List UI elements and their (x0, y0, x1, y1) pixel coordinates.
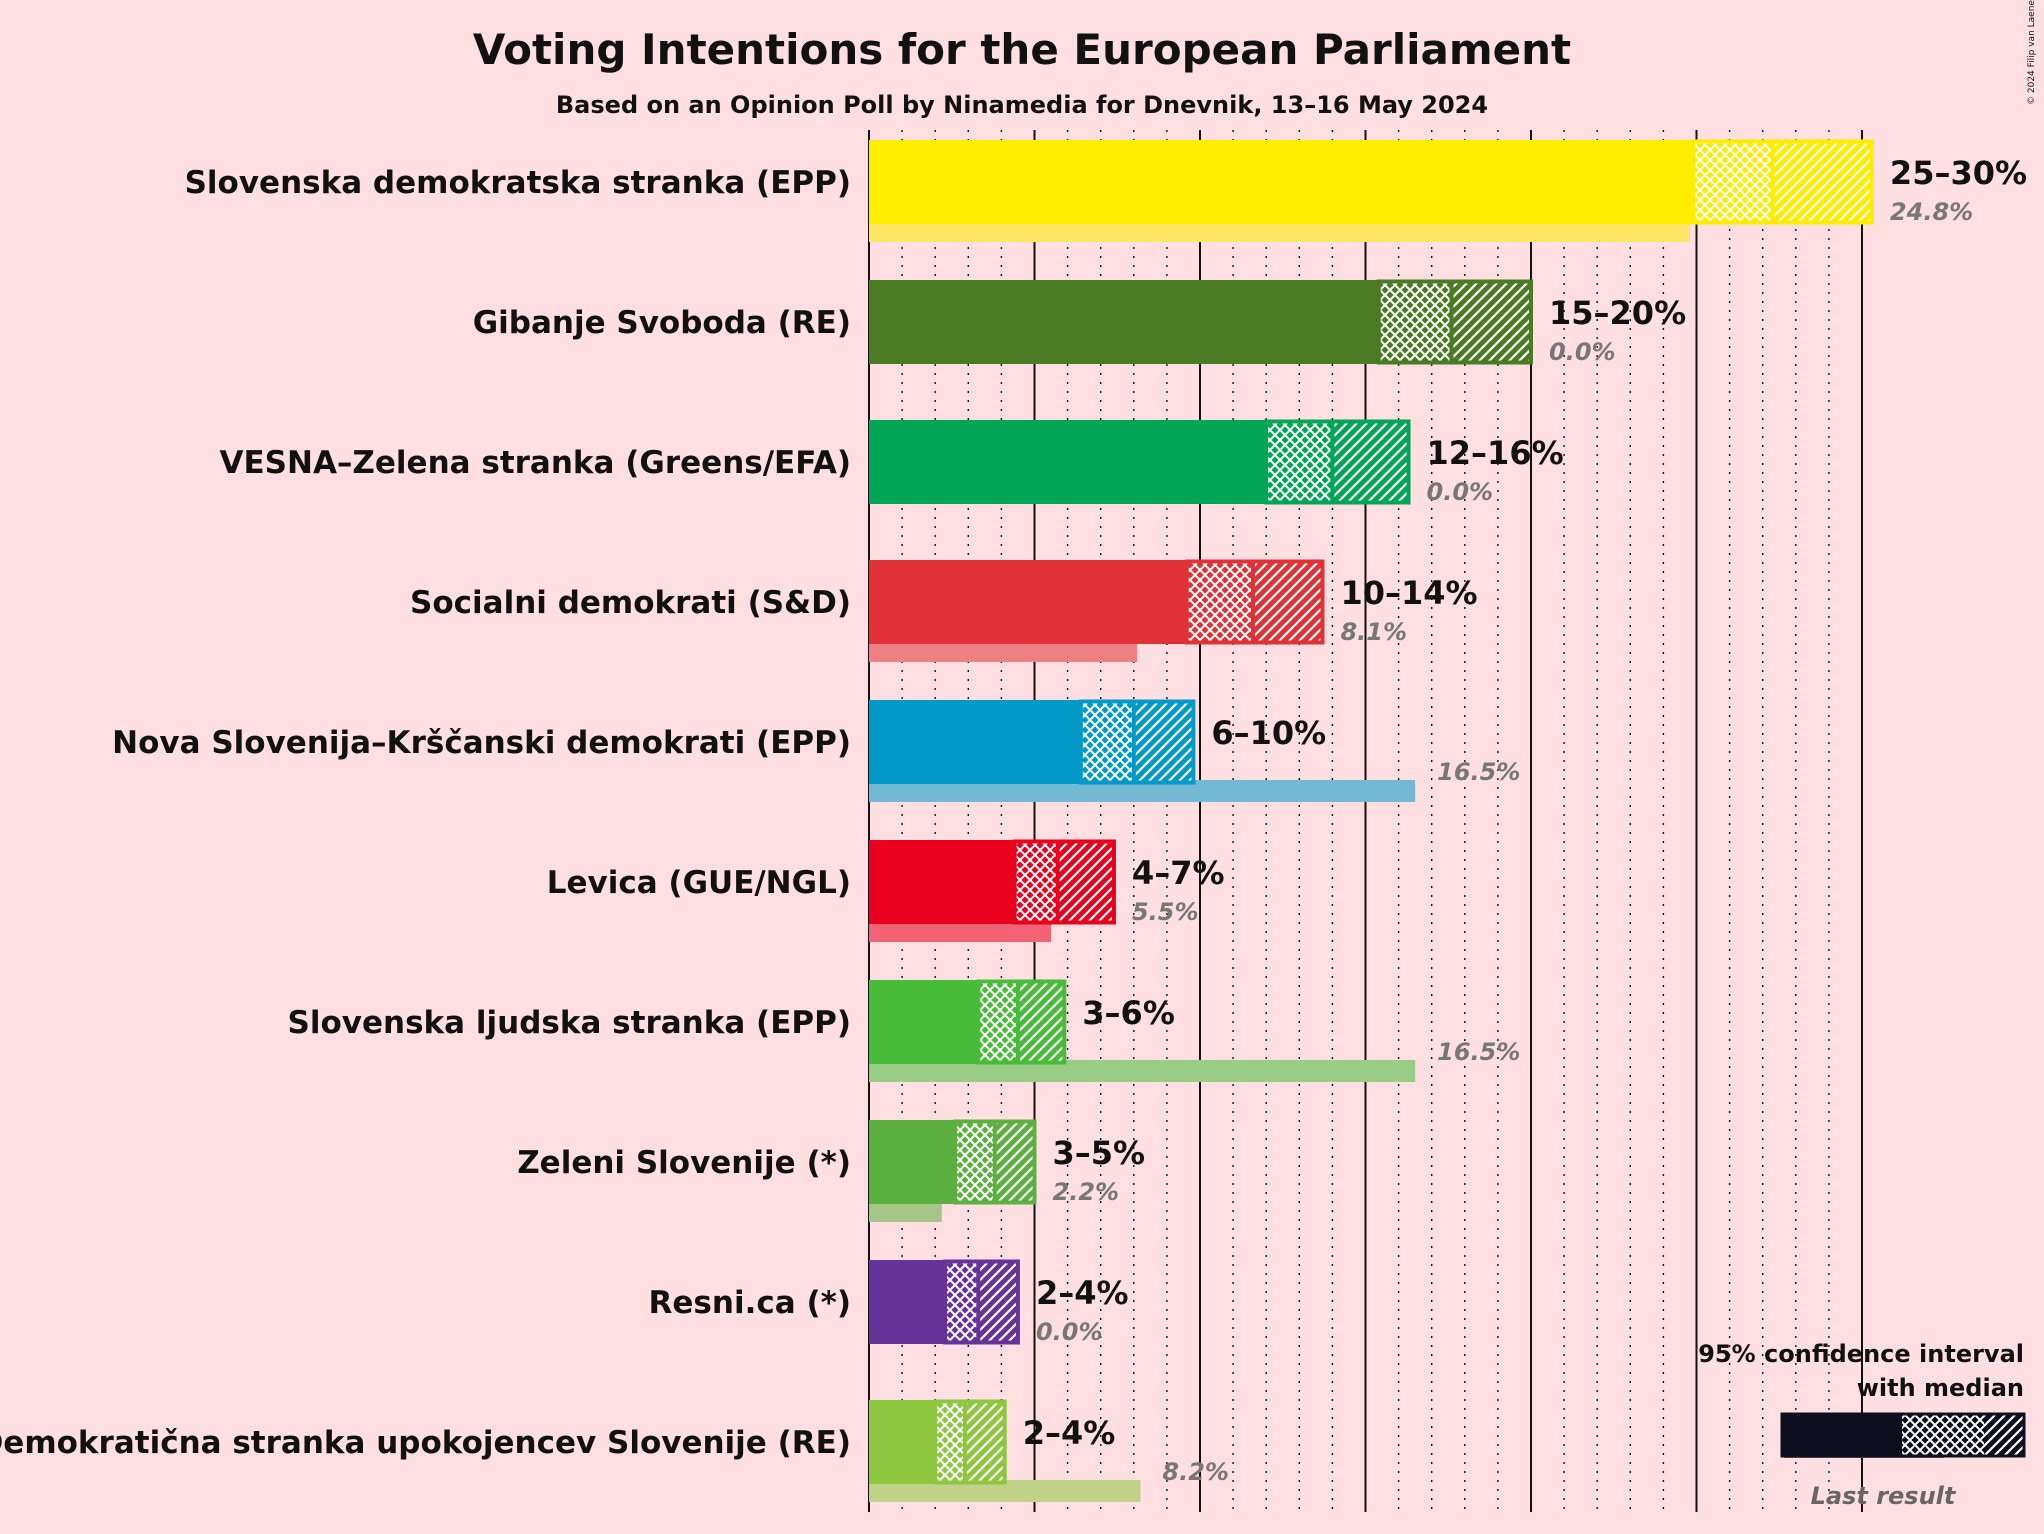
last-result-bar (869, 1200, 942, 1222)
ci-upper-hatch (1252, 560, 1323, 644)
solid-bar (869, 840, 1015, 924)
last-result-bar (869, 780, 1416, 802)
solid-bar (869, 560, 1187, 644)
last-result-bar (869, 1060, 1416, 1082)
last-result-label: 24.8% (1890, 198, 1973, 226)
ci-outline (933, 1399, 1007, 1485)
chart-subtitle: Based on an Opinion Poll by Ninamedia fo… (556, 91, 1488, 119)
bars: Slovenska demokratska stranka (EPP) 25–30… (0, 139, 2027, 1502)
range-label: 2–4% (1023, 1414, 1116, 1452)
solid-bar (869, 980, 979, 1064)
legend-line-2: with median (1857, 1374, 2024, 1402)
legend-line-1: 95% confidence interval (1698, 1340, 2024, 1368)
legend-diagonal-hatch-pattern (1984, 1414, 2024, 1456)
range-label: 4–7% (1132, 854, 1225, 892)
solid-bar (869, 280, 1379, 364)
ci-upper-hatch (994, 1120, 1035, 1204)
party-label: Zeleni Slovenije (*) (517, 1145, 851, 1181)
ci-lower-hatch (945, 1260, 979, 1344)
ci-lower-hatch (1266, 420, 1333, 504)
party-label: Socialni demokrati (S&D) (410, 585, 851, 621)
party-row: Socialni demokrati (S&D) 10–14% 8.1% (410, 559, 1478, 662)
party-label: Levica (GUE/NGL) (547, 865, 851, 901)
ci-lower-hatch (955, 1120, 995, 1204)
legend-solid-swatch (1782, 1414, 1902, 1456)
last-result-label: 0.0% (1427, 478, 1494, 506)
ci-outline (1691, 139, 1874, 225)
ci-outline (976, 979, 1067, 1065)
ci-lower-hatch (1080, 700, 1134, 784)
ci-upper-hatch (1057, 840, 1114, 924)
ci-lower-hatch (1014, 840, 1058, 924)
last-result-label: 8.1% (1340, 618, 1407, 646)
last-result-label: 16.5% (1437, 758, 1520, 786)
ci-outline (943, 1259, 1020, 1345)
legend-outline (1780, 1412, 2026, 1458)
last-result-label: 8.2% (1162, 1458, 1229, 1486)
party-row: VESNA–Zelena stranka (Greens/EFA) 12–16% 0… (220, 419, 1564, 506)
party-row: Zeleni Slovenije (*) 3–5% 2.2% (517, 1119, 1146, 1222)
range-label: 15–20% (1549, 294, 1686, 332)
last-result-label: 2.2% (1053, 1178, 1120, 1206)
ci-outline (1012, 839, 1116, 925)
party-label: Demokratična stranka upokojencev Sloveni… (0, 1425, 851, 1461)
ci-upper-hatch (1772, 140, 1872, 224)
ci-lower-hatch (1693, 140, 1773, 224)
party-row: Resni.ca (*) 2–4% 0.0% (649, 1259, 1129, 1346)
party-label: Gibanje Svoboda (RE) (473, 305, 851, 341)
range-label: 2–4% (1036, 1274, 1129, 1312)
last-result-label: 0.0% (1549, 338, 1616, 366)
party-row: Nova Slovenija–Krščanski demokrati (EPP)… (112, 699, 1520, 802)
range-label: 25–30% (1890, 154, 2027, 192)
range-label: 3–5% (1053, 1134, 1146, 1172)
chart-title: Voting Intentions for the European Parli… (473, 25, 1571, 74)
last-result-label: 16.5% (1437, 1038, 1520, 1066)
last-result-bar (869, 220, 1690, 242)
ci-lower-hatch (935, 1400, 965, 1484)
ci-lower-hatch (978, 980, 1018, 1064)
ci-upper-hatch (964, 1400, 1005, 1484)
range-label: 10–14% (1340, 574, 1477, 612)
solid-bar (869, 420, 1267, 504)
party-row: Gibanje Svoboda (RE) 15–20% 0.0% (473, 279, 1686, 366)
solid-bar (869, 700, 1081, 784)
ci-upper-hatch (1332, 420, 1409, 504)
party-label: Resni.ca (*) (649, 1285, 851, 1321)
ci-outline (1376, 279, 1533, 365)
legend-last-result-label: Last result (1811, 1482, 1957, 1510)
ci-lower-hatch (1378, 280, 1452, 364)
party-label: Nova Slovenija–Krščanski demokrati (EPP) (112, 725, 851, 761)
legend: 95% confidence interval with median Last… (1698, 1340, 2026, 1510)
ci-outline (1264, 419, 1411, 505)
ci-upper-hatch (978, 1260, 1018, 1344)
last-result-bar (869, 920, 1052, 942)
legend-cross-hatch-pattern (1902, 1414, 1984, 1456)
range-label: 12–16% (1427, 434, 1564, 472)
range-label: 6–10% (1211, 714, 1326, 752)
party-label: VESNA–Zelena stranka (Greens/EFA) (220, 445, 852, 481)
ci-upper-hatch (1133, 700, 1194, 784)
party-label: Slovenska ljudska stranka (EPP) (288, 1005, 851, 1041)
last-result-label: 0.0% (1036, 1318, 1103, 1346)
ci-outline (1078, 699, 1196, 785)
range-label: 3–6% (1082, 994, 1175, 1032)
solid-bar (869, 1400, 936, 1484)
last-result-bar (869, 640, 1138, 662)
solid-bar (869, 1260, 946, 1344)
solid-bar (869, 1120, 956, 1204)
ci-upper-hatch (1451, 280, 1531, 364)
ci-lower-hatch (1186, 560, 1253, 644)
party-row: Levica (GUE/NGL) 4–7% 5.5% (547, 839, 1225, 942)
party-row: Slovenska demokratska stranka (EPP) 25–30… (185, 139, 2027, 242)
party-label: Slovenska demokratska stranka (EPP) (185, 165, 851, 201)
party-row: Slovenska ljudska stranka (EPP) 3–6% 16.5% (288, 979, 1520, 1082)
party-row: Demokratična stranka upokojencev Sloveni… (0, 1399, 1229, 1502)
copyright-note: © 2024 Filip van Laenen (2027, 0, 2037, 105)
last-result-bar (869, 1480, 1141, 1502)
ci-upper-hatch (1017, 980, 1065, 1064)
solid-bar (869, 140, 1694, 224)
last-result-label: 5.5% (1132, 898, 1199, 926)
